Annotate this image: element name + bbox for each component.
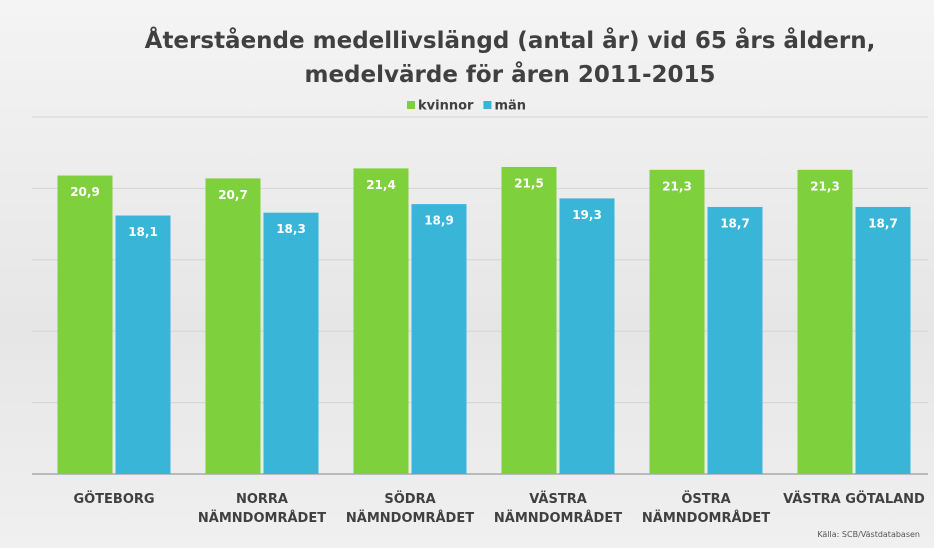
data-label: 21,4: [366, 178, 396, 192]
bar: [797, 169, 853, 474]
x-tick-label: VÄSTRA NÄMNDOMRÅDET: [493, 492, 623, 526]
data-label: 18,1: [128, 225, 158, 239]
bar: [205, 178, 261, 475]
bar: [411, 204, 467, 474]
data-label: 20,9: [70, 185, 100, 199]
data-label: 21,5: [514, 176, 544, 190]
x-tick-label: VÄSTRA GÖTALAND: [783, 492, 925, 507]
bar: [115, 215, 171, 475]
data-label: 19,3: [572, 208, 602, 222]
data-label: 18,9: [424, 214, 454, 228]
data-label: 18,7: [720, 216, 750, 230]
data-label: 20,7: [218, 188, 248, 202]
data-label: 18,3: [276, 222, 306, 236]
bar: [707, 206, 763, 475]
x-tick-label: GÖTEBORG: [73, 492, 155, 507]
data-label: 21,3: [662, 179, 692, 193]
x-tick-label: SÖDRA NÄMNDOMRÅDET: [345, 492, 475, 526]
chart-title: Återstående medellivslängd (antal år) vi…: [144, 28, 876, 88]
bar: [57, 175, 113, 474]
data-label: 21,3: [810, 179, 840, 193]
bar: [559, 198, 615, 474]
data-label: 18,7: [868, 216, 898, 230]
legend-label: män: [494, 99, 526, 114]
bar: [649, 169, 705, 474]
bar: [855, 206, 911, 475]
source: Källa: SCB/Västdatabasen: [817, 530, 920, 539]
bar: [353, 168, 409, 474]
legend-swatch: [483, 101, 492, 109]
bar: [501, 166, 557, 475]
legend-label: kvinnor: [418, 99, 474, 114]
x-tick-label: NORRA NÄMNDOMRÅDET: [197, 492, 327, 526]
bar: [263, 212, 319, 474]
x-tick-label: ÖSTRA NÄMNDOMRÅDET: [641, 492, 771, 526]
legend-swatch: [407, 101, 415, 109]
